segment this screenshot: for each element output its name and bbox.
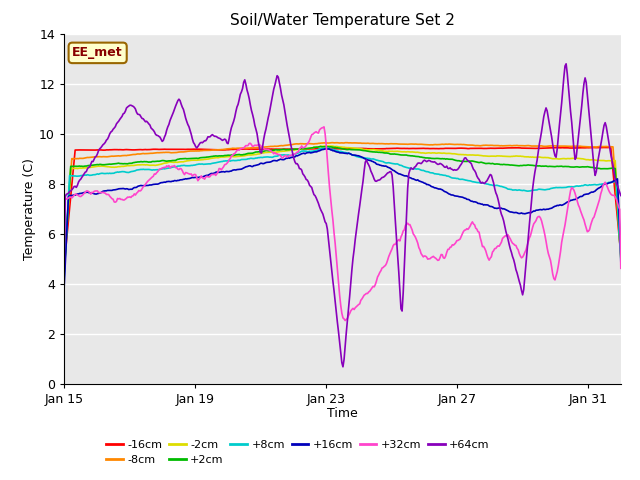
Text: EE_met: EE_met	[72, 47, 123, 60]
X-axis label: Time: Time	[327, 408, 358, 420]
Legend: -16cm, -8cm, -2cm, +2cm, +8cm, +16cm, +32cm, +64cm: -16cm, -8cm, -2cm, +2cm, +8cm, +16cm, +3…	[102, 435, 494, 469]
Y-axis label: Temperature (C): Temperature (C)	[23, 158, 36, 260]
Title: Soil/Water Temperature Set 2: Soil/Water Temperature Set 2	[230, 13, 455, 28]
